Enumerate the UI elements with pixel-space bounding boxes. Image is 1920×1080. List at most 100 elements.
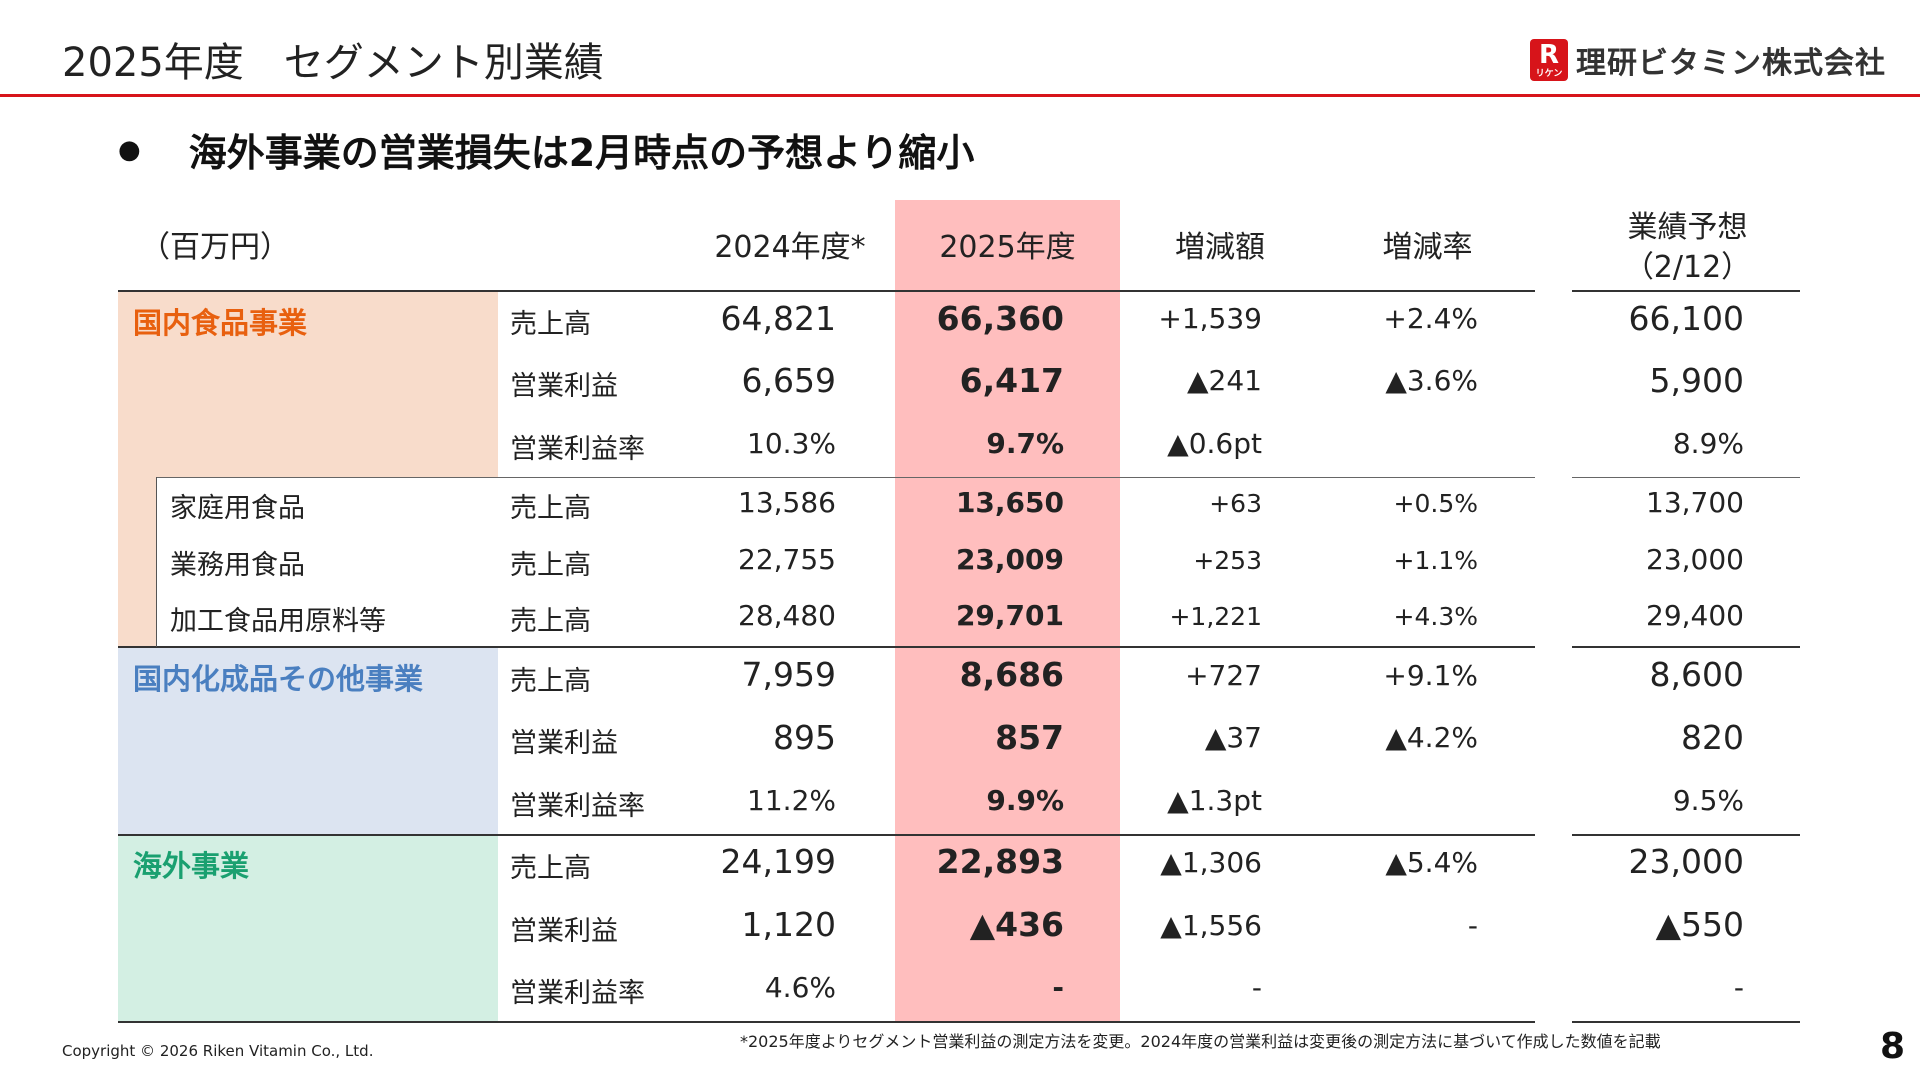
row-metric: 売上高 xyxy=(510,493,591,524)
table-bottom-rule xyxy=(118,1021,1535,1023)
cell-change: ▲0.6pt xyxy=(1167,427,1262,460)
copyright: Copyright © 2026 Riken Vitamin Co., Ltd. xyxy=(62,1042,374,1060)
subsegment-rule xyxy=(157,477,1535,478)
header-rule xyxy=(118,290,1535,292)
segment-domestic-food: 国内食品事業 xyxy=(133,306,308,340)
cell-fy2024: 6,659 xyxy=(741,361,836,400)
subsegment-processing: 加工食品用原料等 xyxy=(170,606,386,637)
domestic-chem-band xyxy=(118,647,498,835)
cell-change: +1,221 xyxy=(1169,602,1262,631)
footnote: *2025年度よりセグメント営業利益の測定方法を変更。2024年度の営業利益は変… xyxy=(740,1032,1661,1051)
cell-forecast: 5,900 xyxy=(1649,361,1744,400)
cell-fy2025: - xyxy=(1052,971,1064,1004)
segment-rule-overseas-forecast xyxy=(1572,834,1800,836)
col-forecast-title: 業績予想 xyxy=(1627,210,1748,245)
cell-forecast: 13,700 xyxy=(1646,486,1744,519)
cell-fy2025: 857 xyxy=(995,718,1064,757)
cell-forecast: 820 xyxy=(1681,718,1744,757)
row-metric: 売上高 xyxy=(510,309,591,340)
company-name: 理研ビタミン株式会社 xyxy=(1576,46,1886,81)
cell-change: +727 xyxy=(1185,659,1262,692)
subsegment-home-food: 家庭用食品 xyxy=(170,493,305,524)
segment-domestic-chem: 国内化成品その他事業 xyxy=(133,662,424,696)
col-rate: 増減率 xyxy=(1382,230,1473,265)
cell-change: ▲37 xyxy=(1204,721,1262,754)
row-metric: 営業利益率 xyxy=(510,791,645,822)
subsegment-indent-line xyxy=(156,477,157,647)
row-metric: 売上高 xyxy=(510,550,591,581)
cell-rate: +4.3% xyxy=(1393,602,1478,631)
cell-fy2025: 66,360 xyxy=(936,299,1064,338)
riken-logo-icon: R リケン xyxy=(1530,39,1568,81)
company-logo: R リケン 理研ビタミン株式会社 xyxy=(1530,38,1886,82)
row-metric: 売上高 xyxy=(510,853,591,884)
unit-label: （百万円） xyxy=(140,230,290,265)
cell-fy2025: 8,686 xyxy=(959,655,1064,694)
cell-forecast: - xyxy=(1733,971,1744,1004)
cell-forecast: 66,100 xyxy=(1628,299,1744,338)
header-rule-forecast xyxy=(1572,290,1800,292)
bullet-icon: ● xyxy=(118,134,141,165)
cell-fy2025: 9.7% xyxy=(986,427,1064,460)
cell-change: +253 xyxy=(1193,546,1262,575)
cell-fy2024: 64,821 xyxy=(720,299,836,338)
page-number: 8 xyxy=(1880,1026,1906,1067)
cell-forecast: 8.9% xyxy=(1672,427,1744,460)
cell-change: ▲1,306 xyxy=(1160,846,1262,879)
cell-fy2024: 28,480 xyxy=(738,599,836,632)
cell-rate: +2.4% xyxy=(1383,302,1478,335)
row-metric: 営業利益 xyxy=(510,728,618,759)
cell-fy2024: 13,586 xyxy=(738,486,836,519)
title-divider xyxy=(0,94,1920,97)
cell-forecast: 8,600 xyxy=(1649,655,1744,694)
cell-fy2025: 22,893 xyxy=(936,842,1064,881)
page-title: 2025年度 セグメント別業績 xyxy=(62,40,604,86)
cell-fy2024: 7,959 xyxy=(741,655,836,694)
cell-fy2025: 13,650 xyxy=(955,486,1064,519)
cell-change: +63 xyxy=(1209,489,1262,518)
cell-fy2024: 10.3% xyxy=(747,427,836,460)
cell-change: +1,539 xyxy=(1158,302,1262,335)
fy2025-highlight-column xyxy=(895,200,1120,1023)
cell-fy2025: ▲436 xyxy=(969,905,1064,944)
cell-forecast: 23,000 xyxy=(1646,543,1744,576)
col-change: 増減額 xyxy=(1175,230,1265,265)
overseas-band xyxy=(118,835,498,1023)
row-metric: 売上高 xyxy=(510,606,591,637)
cell-fy2025: 23,009 xyxy=(955,543,1064,576)
cell-fy2025: 9.9% xyxy=(986,784,1064,817)
col-fy2025: 2025年度 xyxy=(939,230,1076,265)
cell-rate: +9.1% xyxy=(1383,659,1478,692)
segment-rule-overseas xyxy=(118,834,1535,836)
subsegment-rule-forecast xyxy=(1572,477,1800,478)
cell-change: ▲1,556 xyxy=(1160,909,1262,942)
cell-forecast: 9.5% xyxy=(1672,784,1744,817)
col-fy2024: 2024年度* xyxy=(714,230,866,265)
cell-fy2024: 22,755 xyxy=(738,543,836,576)
cell-rate: - xyxy=(1467,909,1478,942)
cell-forecast: ▲550 xyxy=(1655,905,1744,944)
cell-rate: ▲5.4% xyxy=(1385,846,1478,879)
col-forecast-date: （2/12） xyxy=(1623,250,1752,285)
row-metric: 営業利益率 xyxy=(510,434,645,465)
segment-overseas: 海外事業 xyxy=(133,849,250,883)
key-message: ● 海外事業の営業損失は2月時点の予想より縮小 xyxy=(118,122,974,177)
cell-rate: ▲4.2% xyxy=(1385,721,1478,754)
cell-fy2025: 6,417 xyxy=(959,361,1064,400)
row-metric: 営業利益率 xyxy=(510,978,645,1009)
key-message-text: 海外事業の営業損失は2月時点の予想より縮小 xyxy=(188,131,975,175)
subsegment-business-food: 業務用食品 xyxy=(170,550,305,581)
cell-fy2024: 1,120 xyxy=(741,905,836,944)
cell-forecast: 29,400 xyxy=(1646,599,1744,632)
row-metric: 売上高 xyxy=(510,666,591,697)
cell-fy2024: 24,199 xyxy=(720,842,836,881)
table-bottom-rule-forecast xyxy=(1572,1021,1800,1023)
cell-fy2025: 29,701 xyxy=(955,599,1064,632)
row-metric: 営業利益 xyxy=(510,371,618,402)
cell-change: - xyxy=(1251,971,1262,1004)
cell-change: ▲1.3pt xyxy=(1167,784,1262,817)
cell-fy2024: 895 xyxy=(773,718,836,757)
cell-fy2024: 4.6% xyxy=(764,971,836,1004)
segment-rule-chem xyxy=(118,646,1535,648)
